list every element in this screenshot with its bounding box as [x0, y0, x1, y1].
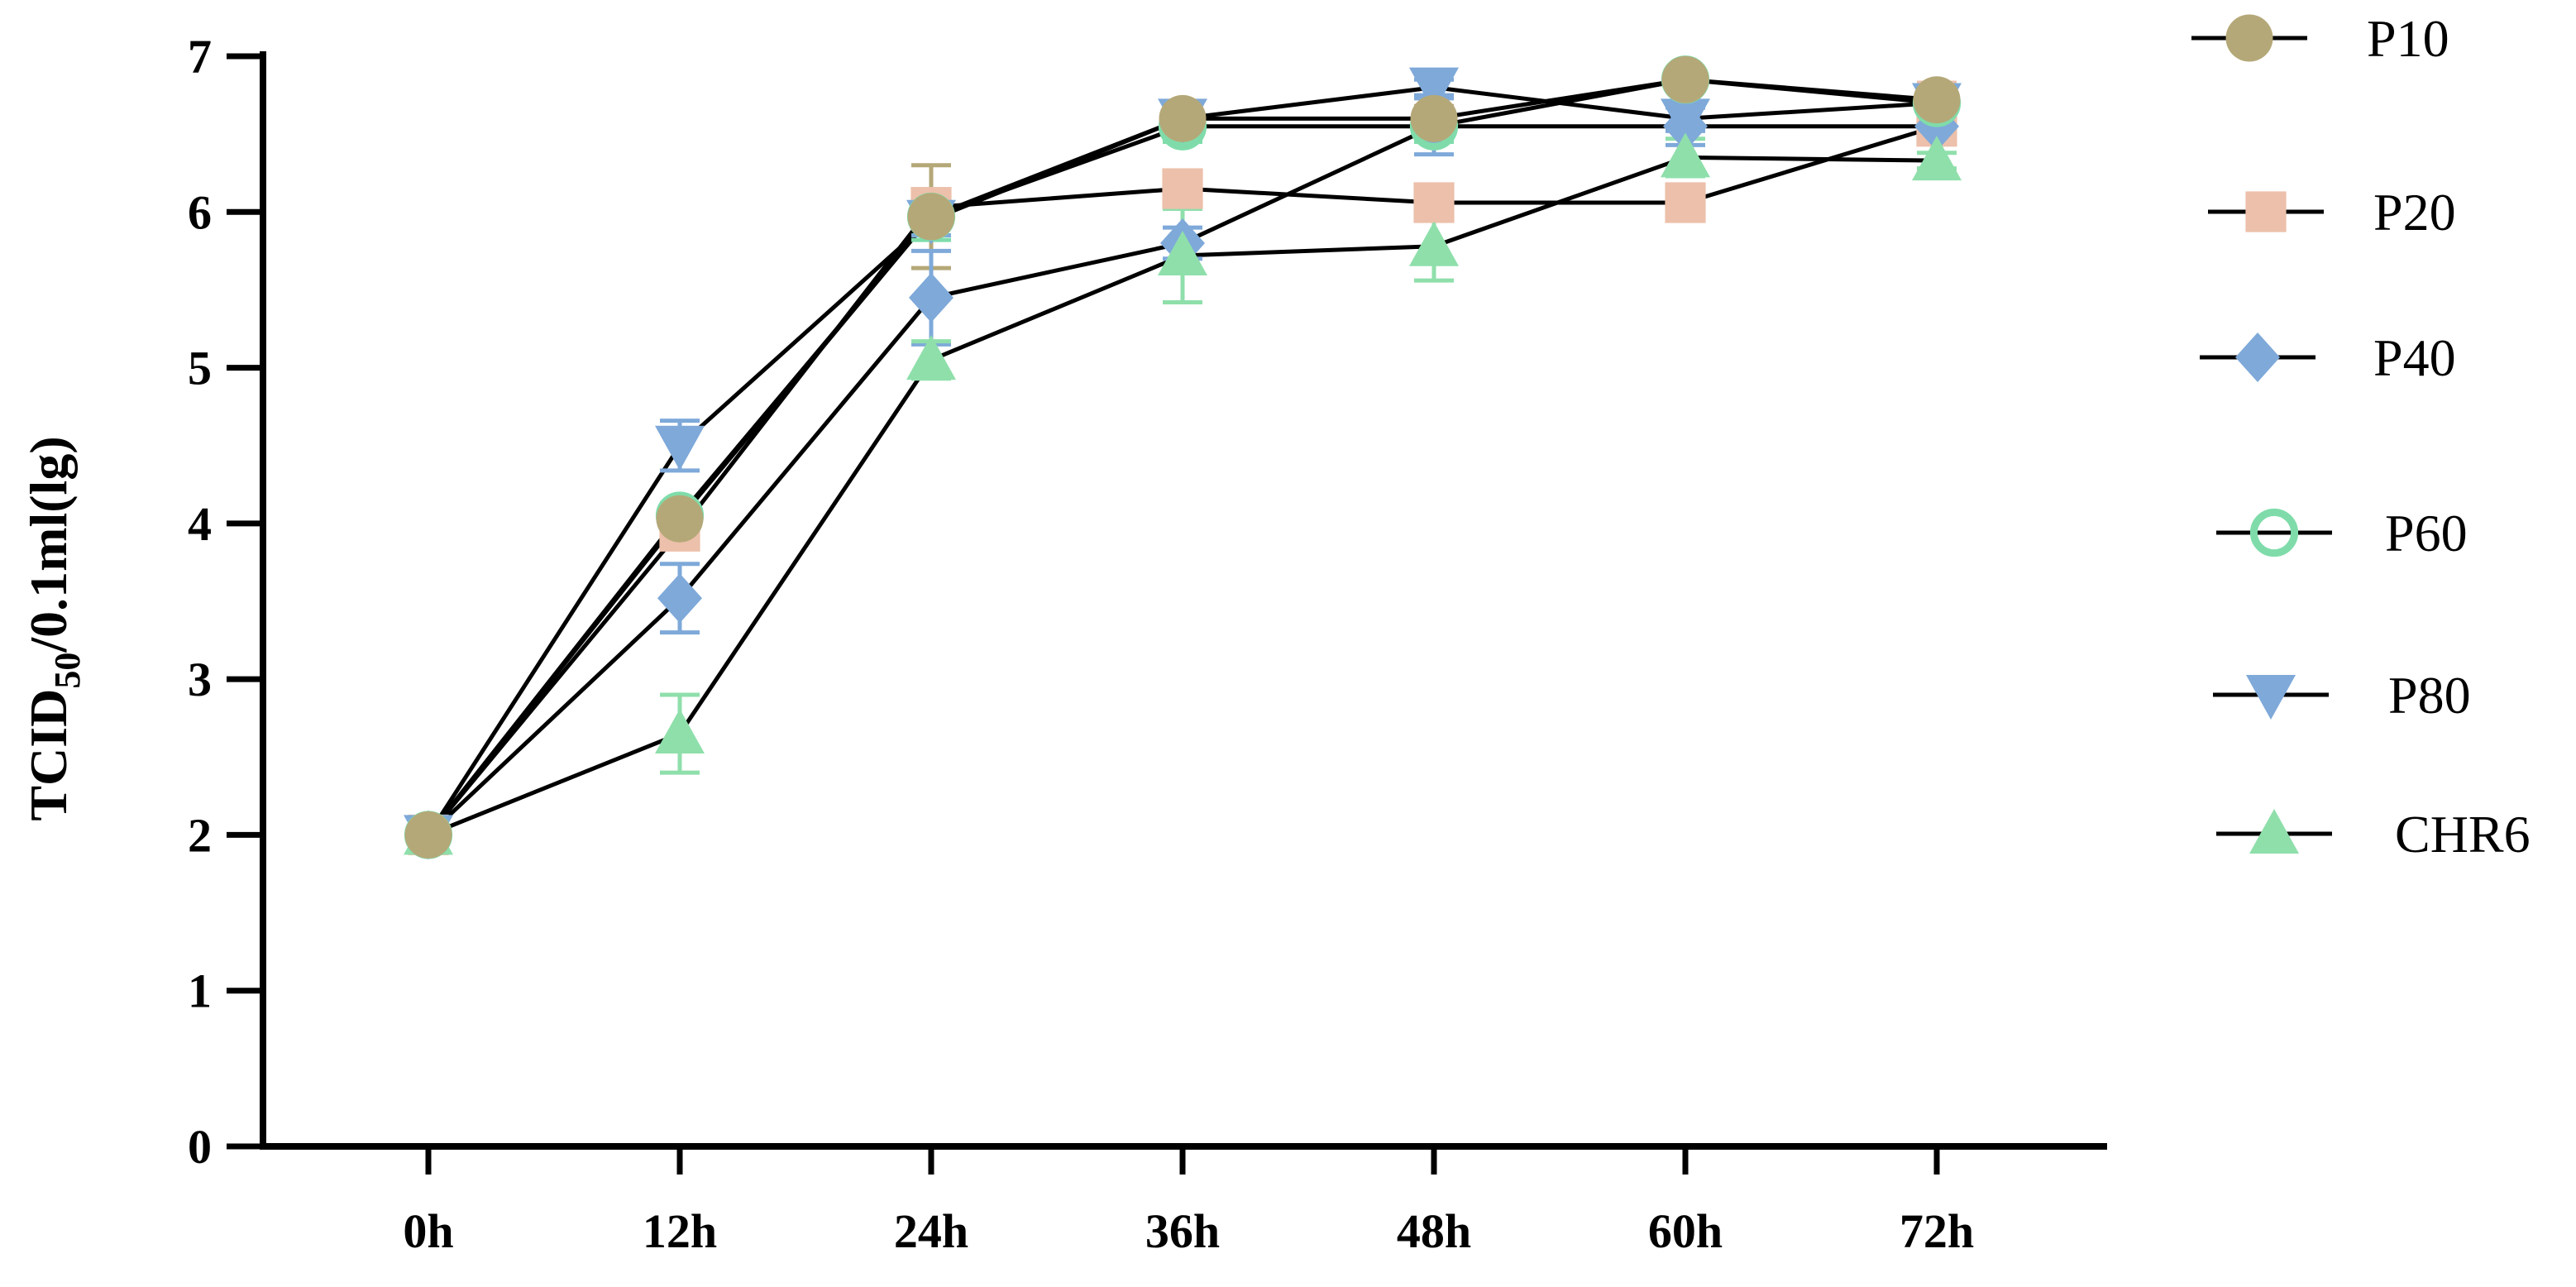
markers-layer	[404, 55, 1962, 860]
y-axis-label-rest: /0.1ml(lg)	[19, 436, 78, 653]
point-p20	[1162, 168, 1203, 209]
legend: P10 P20 P40 P60 P80 CHR6	[2191, 9, 2531, 864]
x-tick-label: 72h	[1900, 1204, 1974, 1258]
x-tick-label: 0h	[403, 1204, 453, 1258]
point-chr6	[1158, 231, 1207, 276]
error-bars-layer	[660, 69, 1957, 775]
triangle-up-marker	[2249, 809, 2299, 854]
point-chr6	[1912, 136, 1962, 181]
point-p10	[1913, 76, 1961, 124]
point-p10	[1410, 94, 1458, 142]
point-p40	[909, 272, 953, 323]
point-chr6	[1661, 132, 1710, 178]
legend-item-p60: P60	[2216, 504, 2468, 562]
y-axis-label: TCID50/0.1ml(lg)	[19, 436, 88, 821]
diamond-marker	[2235, 333, 2280, 382]
open-circle-marker	[2249, 508, 2299, 557]
point-p20	[1665, 182, 1706, 223]
y-tick-label: 1	[188, 964, 212, 1018]
y-tick-label: 7	[188, 30, 212, 84]
point-p80	[1661, 98, 1710, 144]
point-p80	[1409, 67, 1459, 112]
legend-label: P20	[2373, 183, 2456, 242]
point-chr6	[1409, 221, 1459, 266]
point-p10	[1159, 94, 1207, 142]
point-p10	[404, 811, 452, 859]
legend-label: P60	[2385, 504, 2468, 562]
x-tick-label: 24h	[894, 1204, 968, 1258]
point-p10	[656, 495, 704, 543]
x-tick-label: 60h	[1648, 1204, 1723, 1258]
x-tick-label: 48h	[1397, 1204, 1471, 1258]
y-tick-label: 6	[188, 185, 212, 239]
point-p20	[1413, 182, 1455, 223]
y-tick-label: 4	[188, 497, 212, 551]
legend-item-p10: P10	[2191, 9, 2449, 68]
legend-item-p20: P20	[2208, 183, 2456, 242]
y-tick-label: 2	[188, 808, 212, 862]
x-tick-label: 12h	[643, 1204, 717, 1258]
legend-item-p40: P40	[2200, 328, 2456, 387]
point-p80	[655, 425, 705, 471]
point-p10	[1661, 55, 1709, 103]
legend-label: P80	[2388, 666, 2471, 725]
legend-label: P40	[2373, 328, 2456, 387]
legend-item-p80: P80	[2213, 666, 2471, 725]
y-tick-label: 5	[188, 342, 212, 395]
y-tick-label: 0	[188, 1120, 212, 1174]
circle-marker	[2225, 14, 2273, 62]
y-axis-label-main: TCID	[19, 689, 78, 821]
point-chr6	[906, 335, 956, 380]
legend-item-chr6: CHR6	[2216, 805, 2531, 864]
axes-layer: 0 1 2 3 4 5 6 7 0h 12h 24h 36h 48h 60h 72h	[188, 30, 2107, 1258]
y-axis-label-subscript: 50	[47, 653, 88, 689]
point-chr6	[655, 709, 705, 754]
x-tick-label: 36h	[1145, 1204, 1220, 1258]
triangle-down-marker	[2246, 675, 2296, 720]
y-tick-label: 3	[188, 653, 212, 706]
point-p40	[657, 573, 702, 624]
legend-label: CHR6	[2395, 805, 2531, 864]
legend-label: P10	[2367, 9, 2449, 68]
point-p10	[907, 193, 955, 241]
square-marker	[2245, 191, 2287, 232]
